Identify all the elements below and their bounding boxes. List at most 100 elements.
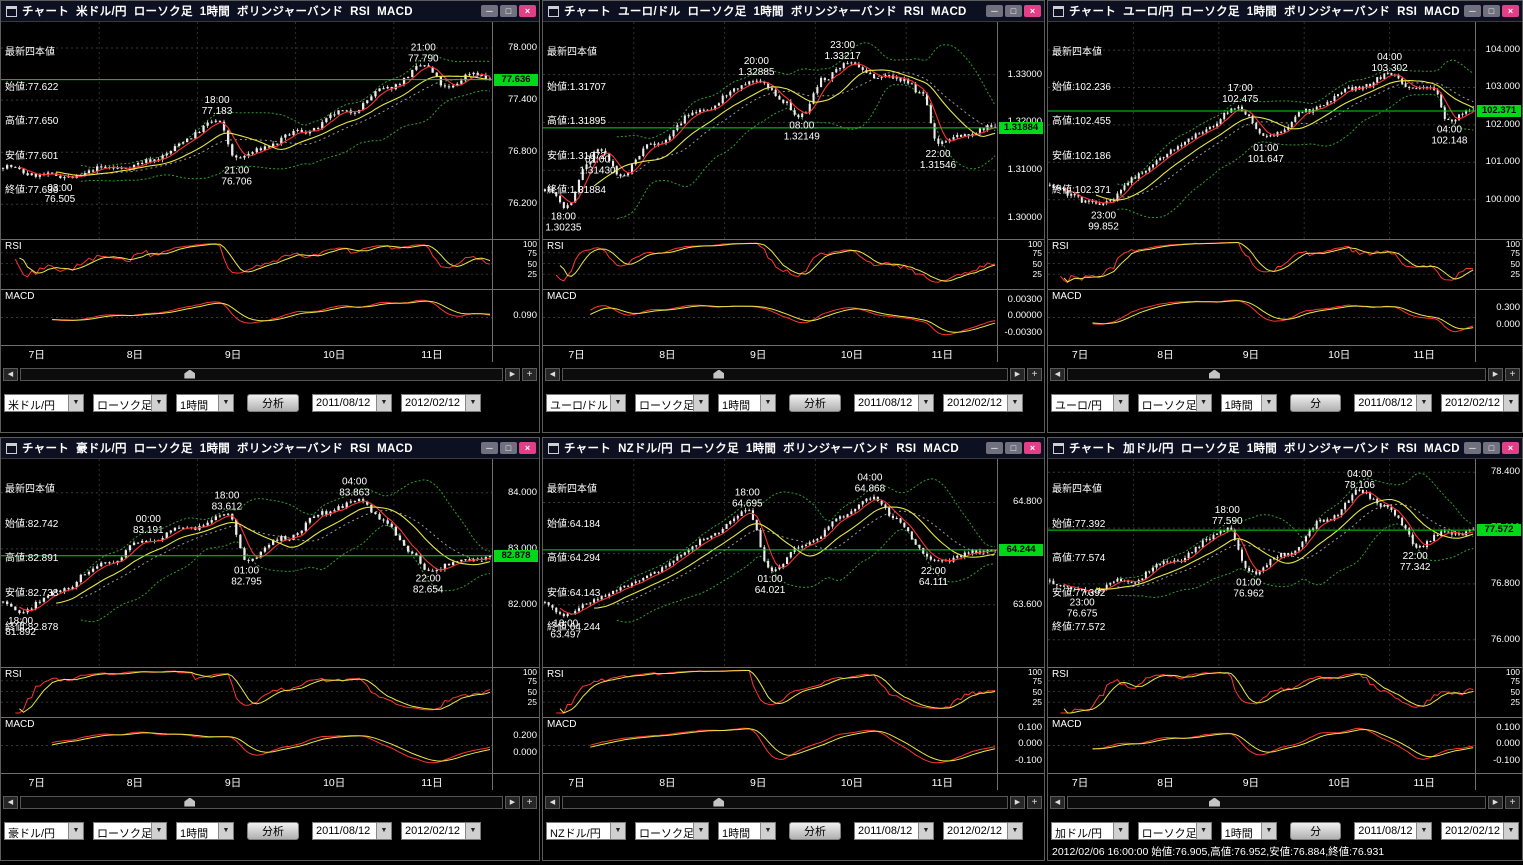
- macd-plot[interactable]: MACD: [1, 290, 492, 345]
- chevron-down-icon[interactable]: ▼: [693, 823, 708, 839]
- chevron-down-icon[interactable]: ▼: [1195, 395, 1211, 411]
- date-to-select[interactable]: 2012/02/12 ▼: [1440, 822, 1519, 840]
- chevron-down-icon[interactable]: ▼: [693, 395, 708, 411]
- analyze-button[interactable]: 分析: [789, 822, 841, 840]
- chevron-down-icon[interactable]: ▼: [1007, 395, 1022, 411]
- close-button[interactable]: ×: [519, 442, 536, 454]
- pair-select[interactable]: ユーロ/円 ▼: [1051, 394, 1129, 412]
- chevron-down-icon[interactable]: ▼: [1112, 823, 1128, 839]
- close-button[interactable]: ×: [1502, 442, 1519, 454]
- chevron-down-icon[interactable]: ▼: [610, 395, 625, 411]
- scroll-right-button[interactable]: ▶: [1488, 367, 1503, 381]
- chevron-down-icon[interactable]: ▼: [68, 823, 83, 839]
- analyze-button[interactable]: 分析: [247, 822, 299, 840]
- chevron-down-icon[interactable]: ▼: [760, 395, 775, 411]
- scrollbar-thumb[interactable]: [184, 797, 196, 807]
- date-from-select[interactable]: 2011/08/12 ▼: [312, 394, 392, 412]
- rsi-plot[interactable]: RSI: [543, 240, 997, 289]
- pair-select[interactable]: 豪ドル/円 ▼: [4, 822, 84, 840]
- chevron-down-icon[interactable]: ▼: [760, 823, 775, 839]
- chevron-down-icon[interactable]: ▼: [918, 823, 933, 839]
- chevron-down-icon[interactable]: ▼: [1415, 823, 1431, 839]
- analyze-button[interactable]: 分析: [1289, 394, 1342, 426]
- interval-select[interactable]: 1時間 ▼: [1220, 822, 1277, 840]
- chevron-down-icon[interactable]: ▼: [465, 823, 480, 839]
- rsi-plot[interactable]: RSI: [1, 240, 492, 289]
- scrollbar-thumb[interactable]: [713, 369, 725, 379]
- chevron-down-icon[interactable]: ▼: [151, 395, 166, 411]
- close-button[interactable]: ×: [519, 5, 536, 17]
- macd-plot[interactable]: MACD: [543, 290, 997, 345]
- date-to-select[interactable]: 2012/02/12 ▼: [1440, 394, 1519, 412]
- scroll-left-button[interactable]: ◀: [545, 795, 560, 809]
- scroll-left-button[interactable]: ◀: [3, 795, 18, 809]
- chevron-down-icon[interactable]: ▼: [1503, 395, 1518, 411]
- interval-select[interactable]: 1時間 ▼: [1220, 394, 1277, 412]
- chart-type-select[interactable]: ローソク足 ▼: [1137, 394, 1212, 412]
- rsi-plot[interactable]: RSI: [543, 668, 997, 717]
- price-chart-plot[interactable]: 最新四本値 始値:77.392 高値:77.574 安値:77.392 終値:7…: [1048, 459, 1475, 667]
- scrollbar-thumb[interactable]: [1208, 369, 1220, 379]
- minimize-button[interactable]: ─: [986, 5, 1003, 17]
- minimize-button[interactable]: ─: [481, 442, 498, 454]
- price-chart-plot[interactable]: 最新四本値 始値:102.236 高値:102.455 安値:102.186 終…: [1048, 22, 1475, 239]
- price-chart-plot[interactable]: 最新四本値 始値:77.622 高値:77.650 安値:77.601 終値:7…: [1, 22, 492, 239]
- macd-plot[interactable]: MACD: [543, 718, 997, 773]
- scroll-right-button[interactable]: ▶: [1488, 795, 1503, 809]
- scrollbar-track[interactable]: [20, 367, 503, 381]
- scroll-left-button[interactable]: ◀: [3, 367, 18, 381]
- chart-type-select[interactable]: ローソク足 ▼: [635, 394, 709, 412]
- chevron-down-icon[interactable]: ▼: [1195, 823, 1211, 839]
- scroll-right-button[interactable]: ▶: [1010, 795, 1025, 809]
- date-from-select[interactable]: 2011/08/12 ▼: [854, 822, 934, 840]
- close-button[interactable]: ×: [1024, 5, 1041, 17]
- pair-select[interactable]: ユーロ/ドル ▼: [546, 394, 626, 412]
- chevron-down-icon[interactable]: ▼: [151, 823, 166, 839]
- scrollbar-track[interactable]: [562, 795, 1008, 809]
- scrollbar-track[interactable]: [1067, 795, 1486, 809]
- interval-select[interactable]: 1時間 ▼: [718, 822, 776, 840]
- interval-select[interactable]: 1時間 ▼: [718, 394, 776, 412]
- zoom-in-button[interactable]: +: [522, 795, 537, 809]
- scroll-right-button[interactable]: ▶: [1010, 367, 1025, 381]
- price-chart-plot[interactable]: 最新四本値 始値:1.31707 高値:1.31895 安値:1.31672 終…: [543, 22, 997, 239]
- rsi-plot[interactable]: RSI: [1048, 668, 1475, 717]
- price-chart-plot[interactable]: 最新四本値 始値:64.184 高値:64.294 安値:64.143 終値:6…: [543, 459, 997, 667]
- pair-select[interactable]: NZドル/円 ▼: [546, 822, 626, 840]
- chevron-down-icon[interactable]: ▼: [1415, 395, 1431, 411]
- analyze-button[interactable]: 分析: [1289, 822, 1342, 854]
- date-to-select[interactable]: 2012/02/12 ▼: [401, 394, 481, 412]
- maximize-button[interactable]: □: [1005, 442, 1022, 454]
- minimize-button[interactable]: ─: [1464, 442, 1481, 454]
- chevron-down-icon[interactable]: ▼: [1112, 395, 1128, 411]
- chevron-down-icon[interactable]: ▼: [218, 823, 233, 839]
- scroll-left-button[interactable]: ◀: [545, 367, 560, 381]
- macd-plot[interactable]: MACD: [1048, 718, 1475, 773]
- chart-type-select[interactable]: ローソク足 ▼: [93, 394, 167, 412]
- close-button[interactable]: ×: [1502, 5, 1519, 17]
- maximize-button[interactable]: □: [1483, 442, 1500, 454]
- chevron-down-icon[interactable]: ▼: [68, 395, 83, 411]
- chart-type-select[interactable]: ローソク足 ▼: [93, 822, 167, 840]
- pair-select[interactable]: 米ドル/円 ▼: [4, 394, 84, 412]
- chevron-down-icon[interactable]: ▼: [376, 823, 391, 839]
- chevron-down-icon[interactable]: ▼: [1007, 823, 1022, 839]
- chevron-down-icon[interactable]: ▼: [610, 823, 625, 839]
- analyze-button[interactable]: 分析: [247, 394, 299, 412]
- close-button[interactable]: ×: [1024, 442, 1041, 454]
- scrollbar-track[interactable]: [20, 795, 503, 809]
- date-to-select[interactable]: 2012/02/12 ▼: [943, 822, 1023, 840]
- scrollbar-thumb[interactable]: [713, 797, 725, 807]
- zoom-in-button[interactable]: +: [1027, 795, 1042, 809]
- chevron-down-icon[interactable]: ▼: [1260, 823, 1276, 839]
- date-from-select[interactable]: 2011/08/12 ▼: [312, 822, 392, 840]
- maximize-button[interactable]: □: [1483, 5, 1500, 17]
- chevron-down-icon[interactable]: ▼: [465, 395, 480, 411]
- scroll-right-button[interactable]: ▶: [505, 367, 520, 381]
- chevron-down-icon[interactable]: ▼: [918, 395, 933, 411]
- chevron-down-icon[interactable]: ▼: [218, 395, 233, 411]
- minimize-button[interactable]: ─: [986, 442, 1003, 454]
- date-to-select[interactable]: 2012/02/12 ▼: [401, 822, 481, 840]
- minimize-button[interactable]: ─: [481, 5, 498, 17]
- chevron-down-icon[interactable]: ▼: [376, 395, 391, 411]
